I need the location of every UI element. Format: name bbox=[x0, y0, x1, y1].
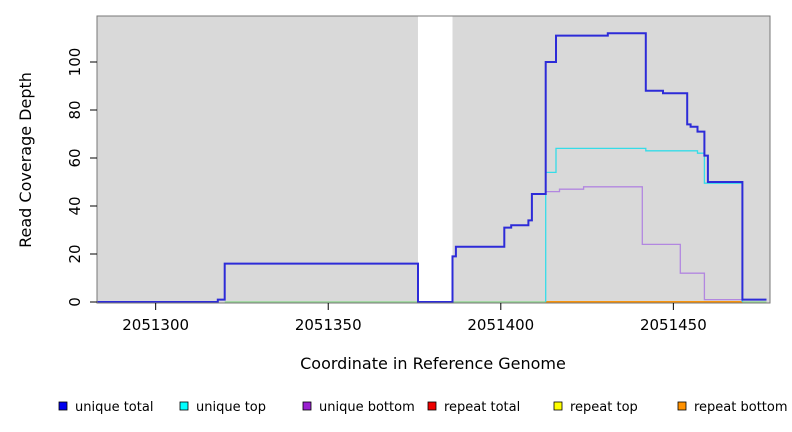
x-tick-label: 2051450 bbox=[640, 316, 707, 334]
y-tick-label: 100 bbox=[66, 48, 84, 77]
plot-panel-border bbox=[96, 15, 771, 304]
legend-swatch-repeat-top bbox=[553, 401, 563, 411]
y-tick-label: 0 bbox=[66, 297, 84, 307]
legend-swatch-unique-total bbox=[58, 401, 68, 411]
legend-item: unique total bbox=[58, 400, 153, 415]
legend-label: unique top bbox=[196, 400, 266, 415]
x-tick-label: 2051400 bbox=[467, 316, 534, 334]
legend-swatch-repeat-bottom bbox=[677, 401, 687, 411]
y-tick-label: 20 bbox=[66, 244, 84, 263]
series-line-unique-total bbox=[97, 32, 767, 303]
x-axis-ticks: 2051300 2051350 2051400 2051450 bbox=[122, 303, 707, 334]
x-axis-title: Coordinate in Reference Genome bbox=[300, 354, 566, 373]
legend-item: repeat bottom bbox=[677, 400, 788, 415]
series-line-unique-top bbox=[545, 147, 744, 302]
legend-label: repeat bottom bbox=[694, 400, 788, 415]
legend-label: unique total bbox=[75, 400, 153, 415]
y-tick-label: 60 bbox=[66, 148, 84, 167]
series-lines bbox=[97, 32, 767, 303]
series-line-unique-bottom bbox=[545, 186, 744, 302]
y-axis-title: Read Coverage Depth bbox=[16, 72, 35, 248]
legend-label: repeat top bbox=[570, 400, 638, 415]
legend-item: unique bottom bbox=[302, 400, 415, 415]
legend-swatch-unique-top bbox=[179, 401, 189, 411]
legend-swatch-repeat-total bbox=[427, 401, 437, 411]
legend-label: unique bottom bbox=[319, 400, 415, 415]
y-tick-label: 80 bbox=[66, 100, 84, 119]
chart-legend: unique total unique top unique bottom re… bbox=[58, 400, 788, 415]
legend-item: repeat top bbox=[553, 400, 638, 415]
x-tick-label: 2051350 bbox=[295, 316, 362, 334]
coverage-gap-band bbox=[417, 16, 453, 303]
legend-item: repeat total bbox=[427, 400, 520, 415]
legend-label: repeat total bbox=[444, 400, 520, 415]
y-tick-label: 40 bbox=[66, 196, 84, 215]
x-tick-label: 2051300 bbox=[122, 316, 189, 334]
y-axis-ticks: 0 20 40 60 80 100 bbox=[66, 48, 97, 307]
legend-swatch-unique-bottom bbox=[302, 401, 312, 411]
legend-item: unique top bbox=[179, 400, 266, 415]
